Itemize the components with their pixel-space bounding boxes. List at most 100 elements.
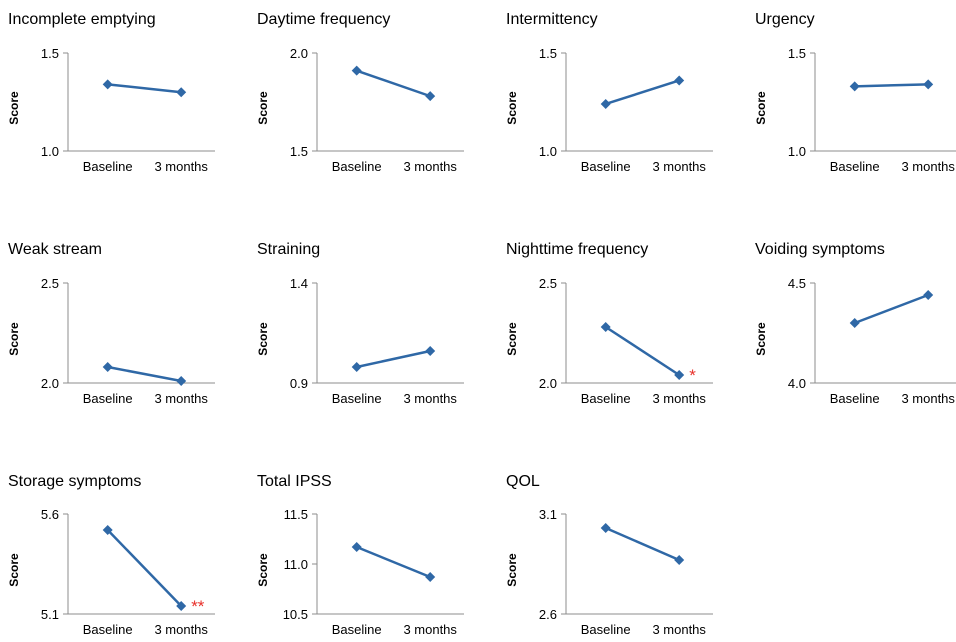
data-point bbox=[923, 79, 934, 90]
x-tick-label: Baseline bbox=[830, 391, 880, 406]
x-tick-label: Baseline bbox=[332, 622, 382, 637]
y-tick-label: 1.0 bbox=[41, 144, 59, 159]
y-axis-label: Score bbox=[7, 322, 21, 356]
y-axis-label: Score bbox=[256, 553, 270, 587]
chart-title: Intermittency bbox=[506, 11, 598, 28]
y-tick-label: 10.5 bbox=[283, 607, 308, 622]
y-tick-label: 2.6 bbox=[539, 607, 557, 622]
chart-panel: Total IPSS Score 11.5 11.0 10.5 Baseline 3 mon… bbox=[256, 473, 464, 637]
data-point bbox=[600, 98, 611, 109]
x-tick-label: Baseline bbox=[83, 159, 133, 174]
y-tick-label: 11.5 bbox=[284, 507, 308, 522]
x-tick-label: Baseline bbox=[581, 391, 631, 406]
chart-title: Urgency bbox=[755, 11, 815, 28]
y-tick-label: 11.0 bbox=[284, 557, 308, 572]
chart-title: Weak stream bbox=[8, 241, 102, 258]
x-tick-label: 3 months bbox=[652, 159, 706, 174]
series-line bbox=[854, 293, 929, 325]
data-point bbox=[600, 322, 611, 332]
y-tick-label: 1.0 bbox=[788, 144, 806, 159]
data-point bbox=[351, 65, 362, 76]
x-tick-label: Baseline bbox=[332, 159, 382, 174]
y-axis-label: Score bbox=[754, 322, 768, 356]
series-line bbox=[356, 545, 431, 579]
y-tick-label: 2.0 bbox=[290, 46, 308, 61]
y-axis-label: Score bbox=[505, 91, 519, 125]
chart-panel: Storage symptoms Score 5.6 5.1 Baseline 3 mon… bbox=[7, 473, 215, 637]
x-tick-label: Baseline bbox=[581, 159, 631, 174]
x-tick-label: Baseline bbox=[83, 622, 133, 637]
data-point bbox=[176, 87, 187, 98]
x-tick-label: 3 months bbox=[652, 391, 706, 406]
y-axis-label: Score bbox=[505, 322, 519, 356]
data-point bbox=[600, 523, 611, 533]
y-tick-label: 5.6 bbox=[41, 507, 59, 522]
x-tick-label: 3 months bbox=[403, 159, 457, 174]
significance-marker: * bbox=[689, 366, 696, 385]
x-tick-label: Baseline bbox=[83, 391, 133, 406]
data-point bbox=[674, 370, 685, 380]
x-tick-label: 3 months bbox=[652, 622, 706, 637]
data-point bbox=[923, 290, 934, 300]
series-line bbox=[605, 325, 680, 377]
series-line bbox=[605, 526, 680, 562]
x-tick-label: Baseline bbox=[581, 622, 631, 637]
chart-panel: Straining Score 1.4 0.9 Baseline 3 months bbox=[256, 241, 464, 406]
data-point bbox=[102, 79, 113, 90]
y-tick-label: 2.5 bbox=[539, 276, 557, 291]
y-tick-label: 1.5 bbox=[539, 46, 557, 61]
chart-panel: Weak stream Score 2.5 2.0 Baseline 3 months bbox=[7, 241, 215, 406]
chart-panel: Nighttime frequency Score 2.5 2.0 Baseline 3 … bbox=[505, 241, 713, 406]
data-point bbox=[351, 542, 362, 552]
x-tick-label: Baseline bbox=[332, 391, 382, 406]
y-axis-label: Score bbox=[754, 91, 768, 125]
chart-title: Storage symptoms bbox=[8, 473, 141, 490]
y-tick-label: 4.5 bbox=[788, 276, 806, 291]
data-point bbox=[102, 362, 113, 372]
series-line bbox=[854, 83, 929, 88]
y-axis-label: Score bbox=[7, 91, 21, 125]
y-tick-label: 2.5 bbox=[41, 276, 59, 291]
data-point bbox=[674, 555, 685, 565]
x-tick-label: 3 months bbox=[403, 622, 457, 637]
chart-panel: Incomplete emptying Score 1.5 1.0 Baseline 3 … bbox=[7, 11, 215, 174]
x-tick-label: 3 months bbox=[154, 159, 208, 174]
series-line bbox=[356, 69, 431, 98]
x-tick-label: 3 months bbox=[154, 391, 208, 406]
x-tick-label: 3 months bbox=[901, 391, 955, 406]
data-point bbox=[176, 376, 187, 386]
series-line bbox=[605, 79, 680, 106]
chart-panel: Voiding symptoms Score 4.5 4.0 Baseline 3 mon… bbox=[754, 241, 956, 406]
data-point bbox=[674, 75, 685, 86]
series-line bbox=[107, 83, 182, 94]
chart-title: Nighttime frequency bbox=[506, 241, 648, 258]
data-point bbox=[425, 572, 436, 582]
series-line bbox=[107, 365, 182, 383]
series-line bbox=[356, 349, 431, 369]
data-point bbox=[351, 362, 362, 372]
y-tick-label: 2.0 bbox=[41, 376, 59, 391]
chart-title: Voiding symptoms bbox=[755, 241, 885, 258]
data-point bbox=[849, 318, 860, 328]
x-tick-label: 3 months bbox=[403, 391, 457, 406]
data-point bbox=[425, 91, 436, 102]
data-point bbox=[425, 346, 436, 356]
y-tick-label: 5.1 bbox=[41, 607, 59, 622]
y-tick-label: 0.9 bbox=[290, 376, 308, 391]
y-tick-label: 4.0 bbox=[788, 376, 806, 391]
chart-panel: Daytime frequency Score 2.0 1.5 Baseline 3 mo… bbox=[256, 11, 464, 174]
x-tick-label: 3 months bbox=[901, 159, 955, 174]
y-axis-label: Score bbox=[7, 553, 21, 587]
chart-title: Straining bbox=[257, 241, 320, 258]
significance-marker: ** bbox=[191, 597, 205, 616]
y-tick-label: 1.5 bbox=[788, 46, 806, 61]
chart-title: Incomplete emptying bbox=[8, 11, 156, 28]
y-tick-label: 1.0 bbox=[539, 144, 557, 159]
y-axis-label: Score bbox=[256, 322, 270, 356]
chart-title: Daytime frequency bbox=[257, 11, 390, 28]
y-tick-label: 2.0 bbox=[539, 376, 557, 391]
chart-title: Total IPSS bbox=[257, 473, 332, 490]
chart-panel: QOL Score 3.1 2.6 Baseline 3 months bbox=[505, 473, 713, 637]
chart-panel: Urgency Score 1.5 1.0 Baseline 3 months bbox=[754, 11, 956, 174]
